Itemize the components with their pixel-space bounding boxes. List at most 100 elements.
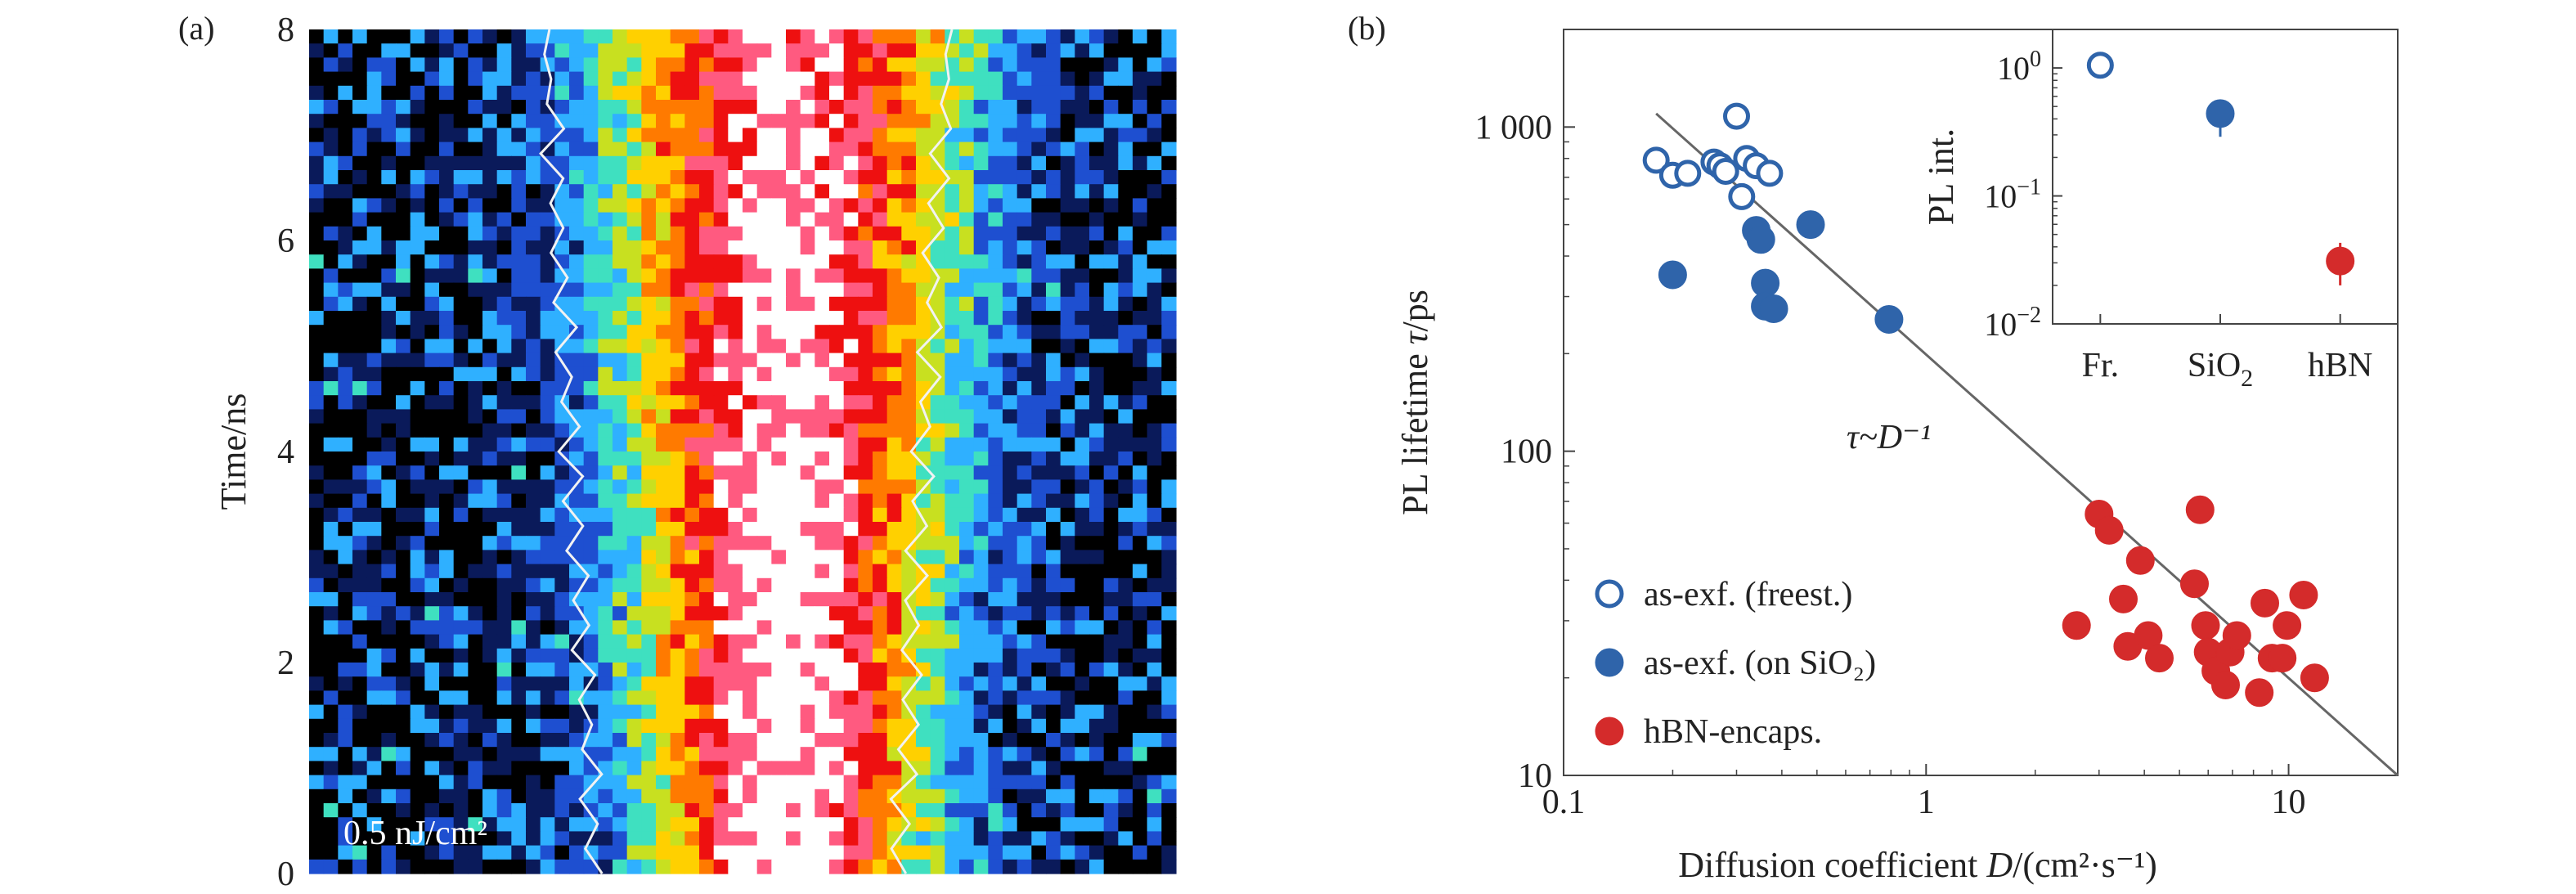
heatmap-cell	[1060, 381, 1075, 396]
heatmap-cell	[743, 663, 758, 677]
heatmap-cell	[1118, 788, 1133, 804]
heatmap-cell	[1031, 71, 1047, 87]
heatmap-cell	[482, 592, 498, 607]
heatmap-cell	[526, 663, 541, 677]
heatmap-cell	[756, 268, 772, 284]
heatmap-cell	[988, 550, 1003, 565]
heatmap-cell	[858, 676, 873, 691]
heatmap-cell	[901, 212, 917, 227]
heatmap-cell	[410, 437, 425, 452]
heatmap-cell	[670, 550, 685, 565]
heatmap-cell	[829, 212, 845, 227]
heatmap-cell	[1133, 620, 1148, 636]
heatmap-cell	[973, 507, 989, 523]
heatmap-cell	[886, 817, 902, 832]
heatmap-cell	[598, 606, 613, 621]
heatmap-cell	[886, 550, 902, 565]
heatmap-cell	[453, 282, 469, 298]
heatmap-cell	[1016, 536, 1032, 550]
heatmap-cell	[1031, 451, 1047, 466]
heatmap-cell	[973, 733, 989, 748]
heatmap-cell	[1075, 325, 1090, 339]
heatmap-cell	[699, 803, 715, 818]
heatmap-cell	[598, 254, 613, 269]
heatmap-cell	[554, 325, 570, 339]
heatmap-cell	[988, 845, 1003, 860]
heatmap-cell	[1103, 451, 1119, 466]
heatmap-cell	[424, 240, 440, 255]
heatmap-cell	[613, 226, 628, 241]
heatmap-cell	[424, 409, 440, 425]
heatmap-cell	[569, 114, 585, 128]
heatmap-cell	[728, 142, 743, 157]
heatmap-cell	[540, 114, 555, 128]
heatmap-cell	[815, 845, 830, 860]
heatmap-cell	[713, 634, 729, 649]
y-axis-label-text: PL lifetime	[1395, 344, 1435, 515]
heatmap-cell	[626, 184, 642, 199]
heatmap-cell	[873, 296, 888, 312]
heatmap-cell	[1118, 282, 1133, 298]
heatmap-cell	[959, 100, 975, 115]
heatmap-cell	[1118, 395, 1133, 410]
heatmap-cell	[1031, 788, 1047, 804]
heatmap-cell	[424, 507, 440, 523]
heatmap-cell	[713, 198, 729, 213]
scatter-point-series-2	[1658, 260, 1687, 290]
heatmap-cell	[482, 663, 498, 677]
heatmap-cell	[309, 29, 325, 44]
heatmap-cell	[886, 268, 902, 284]
heatmap-cell	[930, 648, 945, 663]
heatmap-cell	[800, 184, 815, 199]
heatmap-cell	[843, 128, 859, 143]
heatmap-cell	[1031, 240, 1047, 255]
heatmap-cell	[959, 451, 975, 466]
heatmap-cell	[786, 817, 801, 832]
heatmap-cell	[815, 507, 830, 523]
heatmap-cell	[540, 325, 555, 339]
heatmap-cell	[945, 718, 960, 734]
heatmap-cell	[873, 254, 888, 269]
heatmap-cell	[886, 606, 902, 621]
heatmap-cell	[323, 775, 339, 790]
heatmap-cell	[453, 71, 469, 87]
heatmap-cell	[381, 29, 397, 44]
heatmap-cell	[815, 311, 830, 326]
heatmap-cell	[381, 845, 397, 860]
heatmap-cell	[526, 43, 541, 58]
heatmap-cell	[886, 325, 902, 339]
heatmap-cell	[526, 282, 541, 298]
heatmap-cell	[1060, 859, 1075, 874]
heatmap-cell	[829, 325, 845, 339]
heatmap-cell	[829, 198, 845, 213]
heatmap-cell	[468, 155, 483, 171]
heatmap-cell	[641, 676, 657, 691]
heatmap-cell	[410, 788, 425, 804]
heatmap-cell	[1003, 311, 1018, 326]
heatmap-cell	[453, 423, 469, 438]
heatmap-cell	[1147, 57, 1162, 73]
heatmap-cell	[973, 620, 989, 636]
heatmap-cell	[366, 282, 382, 298]
heatmap-cell	[526, 507, 541, 523]
heatmap-cell	[886, 620, 902, 636]
heatmap-cell	[352, 184, 368, 199]
heatmap-cell	[641, 114, 657, 128]
heatmap-cell	[381, 254, 397, 269]
heatmap-cell	[771, 114, 787, 128]
heatmap-cell	[439, 395, 455, 410]
heatmap-cell	[1133, 423, 1148, 438]
heatmap-cell	[1075, 381, 1090, 396]
heatmap-cell	[1133, 536, 1148, 550]
y-tick-label: 100	[1501, 434, 1552, 471]
heatmap-cell	[800, 775, 815, 790]
heatmap-cell	[482, 803, 498, 818]
heatmap-cell	[641, 465, 657, 480]
heatmap-cell	[1103, 718, 1119, 734]
heatmap-cell	[988, 536, 1003, 550]
heatmap-cell	[1031, 747, 1047, 761]
heatmap-cell	[1161, 564, 1177, 579]
heatmap-cell	[1003, 592, 1018, 607]
heatmap-cell	[1075, 733, 1090, 748]
